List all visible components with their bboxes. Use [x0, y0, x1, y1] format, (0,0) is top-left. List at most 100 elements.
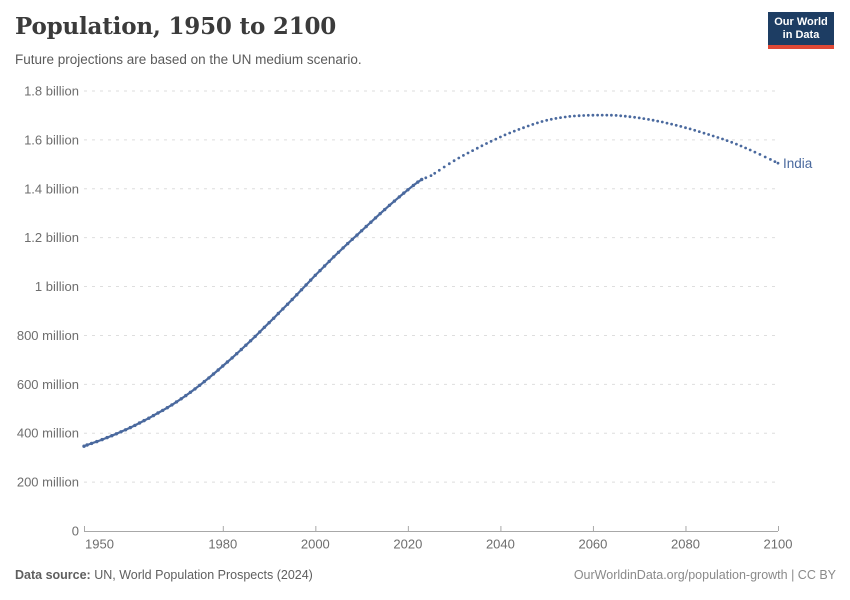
- projection-dot: [559, 116, 562, 119]
- projection-dot: [769, 158, 772, 161]
- projection-dot: [684, 126, 687, 130]
- data-point: [193, 387, 197, 391]
- projection-dot: [536, 121, 539, 125]
- projection-dot: [442, 165, 446, 169]
- data-point: [383, 207, 387, 212]
- projection-dot: [573, 114, 576, 118]
- projection-dot: [452, 159, 456, 163]
- data-point: [253, 334, 257, 339]
- series-label-india[interactable]: India: [783, 156, 813, 171]
- projection-dot: [753, 150, 757, 154]
- projection-dot: [693, 128, 697, 132]
- data-point: [267, 321, 271, 325]
- projection-dot: [758, 153, 762, 156]
- projection-dot: [739, 144, 743, 148]
- projection-dot: [628, 115, 632, 119]
- data-point: [244, 343, 248, 347]
- projection-dot: [577, 114, 581, 118]
- projection-dot: [540, 120, 544, 123]
- data-point: [179, 397, 183, 401]
- projection-dot: [707, 133, 710, 136]
- data-point: [290, 297, 294, 302]
- projection-dot: [433, 171, 437, 175]
- data-point: [100, 437, 104, 442]
- data-point: [346, 241, 350, 246]
- data-point: [359, 229, 364, 233]
- data-point: [133, 423, 137, 428]
- projection-dot: [773, 160, 777, 164]
- projection-dot: [679, 125, 683, 128]
- projection-dot: [665, 121, 669, 125]
- chart-footer: Data source: UN, World Population Prospe…: [15, 568, 836, 582]
- data-point: [239, 347, 243, 352]
- data-point: [110, 434, 114, 438]
- data-point: [295, 293, 299, 297]
- data-point: [416, 180, 420, 184]
- projection-dot: [596, 113, 599, 117]
- projection-dot: [670, 122, 673, 126]
- series-line-historical[interactable]: [82, 177, 424, 448]
- data-point: [355, 233, 359, 237]
- data-point: [402, 191, 406, 195]
- projection-dot: [485, 142, 488, 145]
- projection-dot: [674, 123, 678, 127]
- data-point: [137, 421, 142, 425]
- data-point: [272, 316, 276, 320]
- owid-logo[interactable]: Our World in Data: [768, 12, 834, 49]
- data-point: [211, 372, 216, 376]
- projection-dot: [656, 119, 660, 123]
- projection-dot: [466, 151, 470, 155]
- data-point: [299, 288, 304, 292]
- x-tick-label: 2040: [486, 537, 515, 552]
- historical-line: [83, 178, 423, 448]
- projection-dot: [563, 115, 567, 119]
- data-point: [336, 250, 341, 254]
- data-point: [350, 237, 354, 241]
- projection-dot: [637, 116, 641, 120]
- data-point: [119, 430, 123, 434]
- data-point: [105, 435, 109, 440]
- projection-dot: [600, 113, 604, 117]
- projection-dot: [642, 117, 646, 120]
- projection-dot: [623, 114, 627, 118]
- data-point: [327, 259, 331, 264]
- x-tick-label: 2000: [301, 537, 330, 552]
- projection-dot: [697, 130, 701, 134]
- data-point: [147, 416, 151, 420]
- data-point: [207, 376, 211, 380]
- data-point: [341, 246, 345, 250]
- data-point: [262, 325, 267, 329]
- projection-dot: [586, 113, 590, 117]
- projection-dot: [748, 148, 752, 152]
- projection-dot: [647, 118, 650, 121]
- data-point: [387, 203, 392, 207]
- grid-lines: 0 200 million 400 million 600 million 800 mi…: [17, 84, 778, 539]
- projection-dot: [744, 146, 747, 150]
- y-tick-label: 400 million: [17, 426, 79, 441]
- data-source-text: Data source: UN, World Population Prospe…: [15, 568, 313, 582]
- x-tick-label: 2080: [671, 537, 700, 552]
- data-point: [216, 368, 220, 372]
- data-point: [397, 195, 401, 199]
- y-tick-label: 1.8 billion: [24, 84, 79, 99]
- projection-dot: [512, 129, 516, 133]
- projection-dot: [489, 139, 493, 143]
- projection-dot: [462, 154, 465, 157]
- data-point: [225, 360, 230, 364]
- projection-dot: [568, 115, 572, 118]
- data-point: [123, 428, 128, 432]
- y-tick-label: 600 million: [17, 377, 79, 392]
- data-point: [332, 255, 336, 259]
- series-line-projection[interactable]: [424, 113, 780, 180]
- projection-dot: [610, 113, 613, 117]
- data-point: [230, 356, 234, 360]
- projection-dot: [688, 127, 692, 131]
- credit-link[interactable]: OurWorldinData.org/population-growth | C…: [573, 568, 836, 582]
- projection-dot: [429, 174, 433, 178]
- projection-dot: [716, 136, 720, 139]
- projection-dot: [424, 176, 428, 180]
- logo-text-line2: in Data: [782, 28, 820, 41]
- data-source-label: Data source:: [15, 568, 91, 582]
